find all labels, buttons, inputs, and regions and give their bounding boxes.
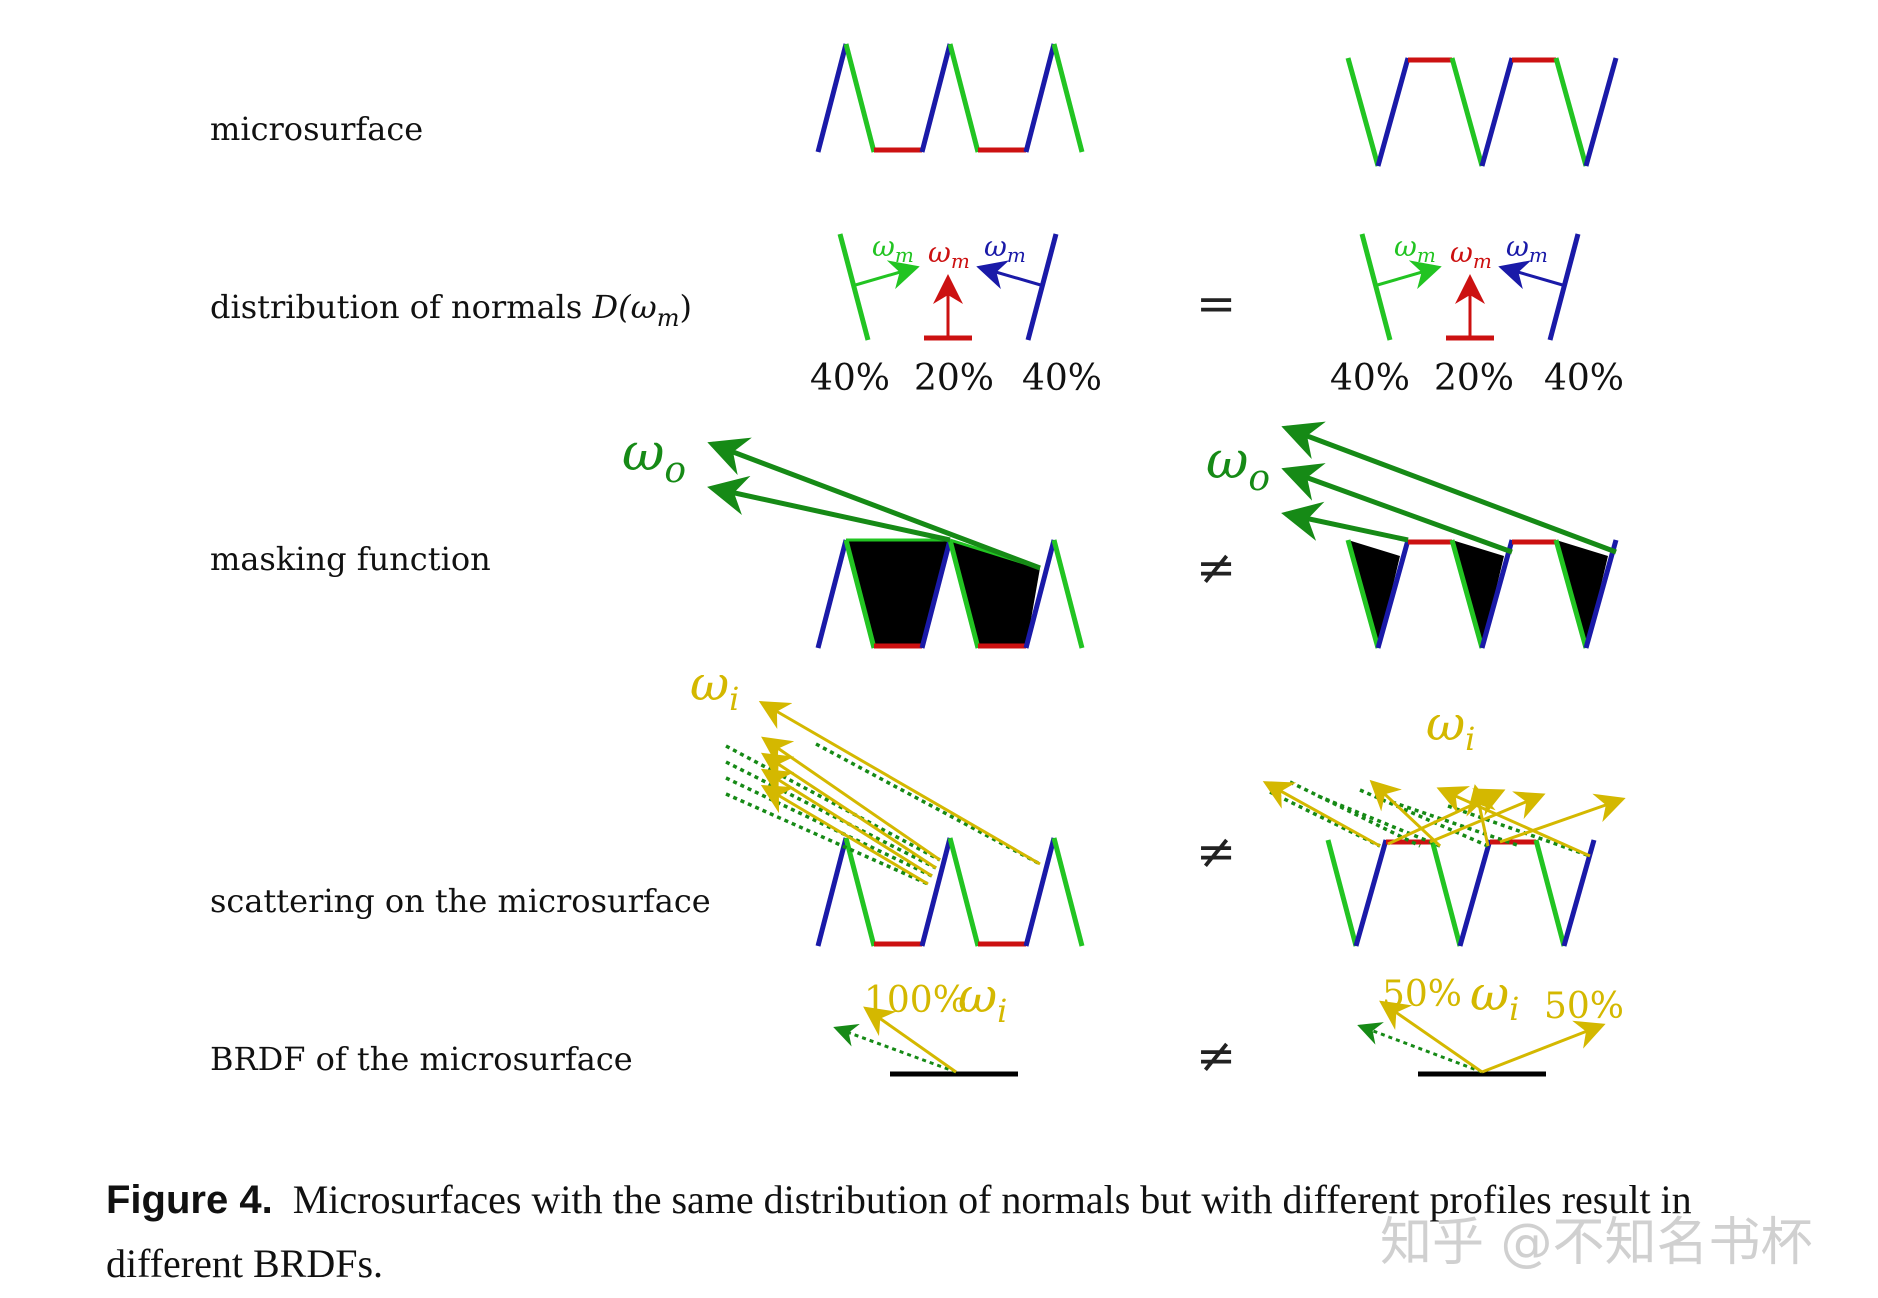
wi-label-brdf-right: ωi: [1470, 966, 1519, 1028]
wi-label-brdf-left: ωi: [958, 968, 1007, 1030]
row-label-microsurface: microsurface: [210, 110, 423, 148]
microsurface-profile-left: [815, 43, 1085, 153]
caption-text: Microsurfaces with the same distribution…: [106, 1177, 1692, 1286]
brdf-diagram-left: 100% ωi: [833, 968, 1018, 1077]
masking-diagram-left: ωo: [622, 423, 1085, 649]
row-label-masking: masking function: [210, 540, 491, 578]
pct-right-1: 40%: [1330, 358, 1410, 399]
wo-label-right: ωo: [1206, 431, 1270, 499]
normal-label-red-left: ωm: [928, 236, 970, 273]
masking-diagram-right: ωo: [1206, 421, 1619, 649]
pct-left-1: 40%: [810, 358, 890, 399]
normal-label-red-right: ωm: [1450, 236, 1492, 273]
brdf-pct-right-left: 50%: [1382, 974, 1462, 1015]
wo-label-left: ωo: [622, 423, 686, 491]
wi-label-scatter-left: ωi: [690, 656, 739, 718]
wi-label-scatter-right: ωi: [1426, 696, 1475, 758]
figure-caption: Figure 4. Microsurfaces with the same dis…: [106, 1168, 1766, 1296]
watermark: 知乎 @不知名书杯: [1380, 1213, 1813, 1273]
brdf-diagram-right: 50% ωi 50%: [1357, 966, 1624, 1077]
relation-not-equal-brdf: ≠: [1196, 1028, 1236, 1084]
brdf-pct-left: 100%: [864, 980, 967, 1021]
normals-diagram-right: ωm ωm ωm 40% 20% 40%: [1330, 230, 1624, 399]
normal-label-green-left: ωm: [872, 230, 914, 267]
normal-label-blue-left: ωm: [984, 230, 1026, 267]
normals-diagram-left: ωm ωm ωm 40% 20% 40%: [810, 230, 1102, 399]
pct-right-3: 40%: [1544, 358, 1624, 399]
row-label-brdf: BRDF of the microsurface: [210, 1040, 633, 1078]
microsurface-profile-right: [1345, 57, 1619, 167]
relation-not-equal-scattering: ≠: [1196, 824, 1236, 880]
brdf-pct-right-right: 50%: [1544, 986, 1624, 1027]
pct-right-2: 20%: [1434, 358, 1514, 399]
scattering-diagram-left: ωi: [690, 656, 1085, 947]
row-label-distribution: distribution of normals D(ωm): [210, 288, 692, 332]
pct-left-3: 40%: [1022, 358, 1102, 399]
scattering-diagram-right: ωi: [1262, 696, 1626, 947]
normal-label-blue-right: ωm: [1506, 230, 1548, 267]
row-label-scattering: scattering on the microsurface: [210, 882, 711, 920]
normal-label-green-right: ωm: [1394, 230, 1436, 267]
relation-not-equal-masking: ≠: [1196, 540, 1236, 596]
pct-left-2: 20%: [914, 358, 994, 399]
figure-number: Figure 4.: [106, 1178, 273, 1222]
relation-equal: =: [1196, 276, 1236, 332]
